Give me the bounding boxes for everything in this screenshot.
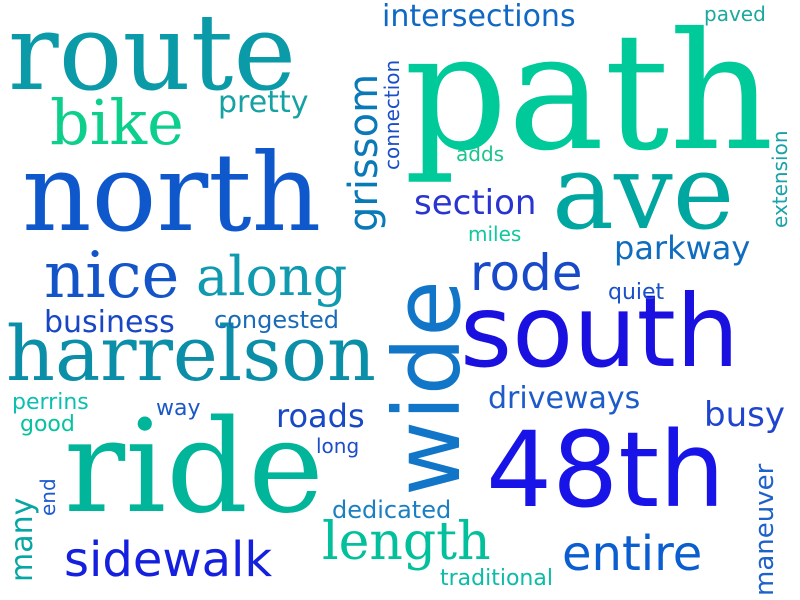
word-bike: bike: [50, 86, 184, 159]
word-grissom: grissom: [341, 73, 387, 232]
word-way: way: [156, 396, 201, 421]
word-ave: ave: [552, 131, 735, 253]
word-harrelson: harrelson: [6, 309, 376, 398]
word-length: length: [322, 512, 491, 572]
word-rode: rode: [470, 244, 583, 302]
word-along: along: [196, 245, 348, 308]
word-quiet: quiet: [608, 280, 665, 305]
word-nice: nice: [44, 239, 180, 313]
word-dedicated: dedicated: [332, 496, 452, 524]
word-good: good: [20, 412, 75, 437]
word-busy: busy: [704, 395, 785, 435]
word-section: section: [414, 183, 537, 223]
word-pretty: pretty: [218, 85, 309, 120]
word-entire: entire: [562, 526, 703, 582]
word-roads: roads: [276, 397, 365, 435]
word-north: north: [22, 131, 322, 256]
word-traditional: traditional: [440, 566, 553, 591]
word-end: end: [36, 478, 60, 516]
word-driveways: driveways: [488, 381, 641, 416]
word-south: south: [460, 273, 740, 390]
word-route: route: [8, 0, 297, 114]
word-many: many: [5, 497, 40, 582]
word-extension: extension: [768, 130, 792, 229]
word-business: business: [44, 305, 175, 340]
word-congested: congested: [214, 306, 340, 334]
word-intersections: intersections: [382, 0, 576, 34]
word-wide: wide: [374, 280, 481, 496]
word-parkway: parkway: [614, 229, 751, 267]
word-maneuver: maneuver: [750, 463, 780, 596]
word-path: path: [404, 0, 774, 187]
word-ride: ride: [64, 393, 324, 542]
word-connection: connection: [380, 59, 404, 170]
word-sidewalk: sidewalk: [64, 532, 273, 588]
word-perrins: perrins: [12, 390, 89, 415]
word-paved: paved: [704, 2, 766, 26]
word-adds: adds: [456, 142, 505, 166]
word-miles: miles: [468, 222, 522, 246]
word-long: long: [316, 434, 360, 458]
word-48th: 48th: [486, 409, 726, 531]
